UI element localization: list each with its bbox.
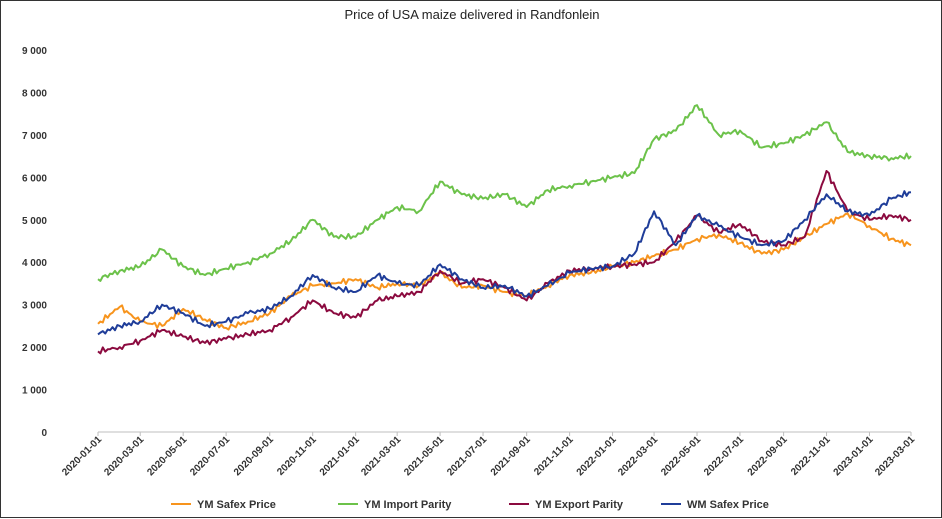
y-tick-label: 5 000 xyxy=(22,216,47,227)
y-tick-label: 1 000 xyxy=(22,386,47,397)
x-tick-label: 2020-03-01 xyxy=(102,434,146,478)
y-tick-label: 3 000 xyxy=(22,301,47,312)
series-line xyxy=(97,190,912,336)
x-tick-label: 2023-01-01 xyxy=(832,434,876,478)
y-tick-label: 6 000 xyxy=(22,173,47,184)
y-tick-label: 8 000 xyxy=(22,88,47,99)
chart-title: Price of USA maize delivered in Randfonl… xyxy=(344,7,599,22)
y-tick-label: 0 xyxy=(41,428,47,439)
y-tick-label: 4 000 xyxy=(22,258,47,269)
series-line xyxy=(97,212,912,331)
x-tick-label: 2022-01-01 xyxy=(575,434,619,478)
x-tick-label: 2020-07-01 xyxy=(188,434,232,478)
y-tick-label: 2 000 xyxy=(22,343,47,354)
x-tick-label: 2022-07-01 xyxy=(702,434,746,478)
legend-label: YM Safex Price xyxy=(197,499,276,511)
x-tick-label: 2020-01-01 xyxy=(60,434,104,478)
y-tick-label: 9 000 xyxy=(22,46,47,57)
x-axis: 2020-01-012020-03-012020-05-012020-07-01… xyxy=(60,431,917,478)
x-tick-label: 2020-11-01 xyxy=(275,434,319,478)
y-axis: 0 1 000 2 000 3 000 4 000 5 000 6 000 7 000 8 00… xyxy=(22,46,47,439)
x-tick-label: 2020-05-01 xyxy=(145,434,189,478)
x-tick-label: 2021-05-01 xyxy=(402,434,446,478)
x-tick-label: 2020-09-01 xyxy=(232,434,276,478)
plot-lines xyxy=(97,104,912,355)
x-tick-label: 2023-03-01 xyxy=(873,434,917,478)
legend-label: WM Safex Price xyxy=(687,499,769,511)
series-line xyxy=(97,170,912,355)
legend-label: YM Export Parity xyxy=(535,499,624,511)
x-tick-label: 2022-05-01 xyxy=(659,434,703,478)
y-tick-label: 7 000 xyxy=(22,131,47,142)
x-tick-label: 2021-09-01 xyxy=(489,434,533,478)
legend-label: YM Import Parity xyxy=(364,499,452,511)
legend: YM Safex Price YM Import Parity YM Export … xyxy=(171,499,769,511)
x-tick-label: 2021-07-01 xyxy=(445,434,489,478)
x-tick-label: 2021-11-01 xyxy=(532,434,576,478)
series-line xyxy=(97,104,912,282)
x-tick-label: 2022-09-01 xyxy=(746,434,790,478)
x-tick-label: 2021-03-01 xyxy=(359,434,403,478)
x-tick-label: 2022-03-01 xyxy=(616,434,660,478)
x-tick-label: 2022-11-01 xyxy=(789,434,833,478)
x-tick-label: 2021-01-01 xyxy=(318,434,362,478)
